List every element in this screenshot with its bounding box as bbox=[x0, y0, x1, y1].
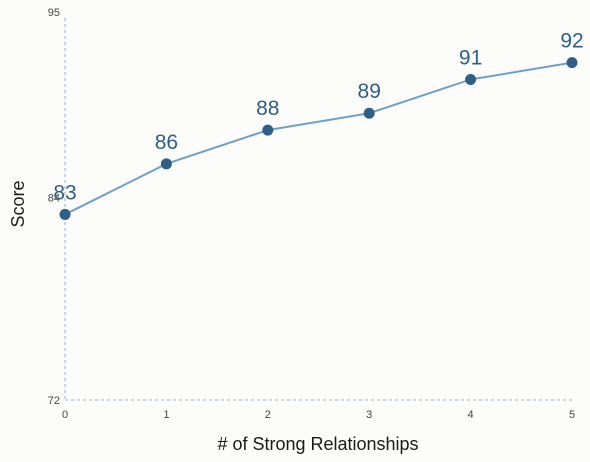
y-tick-label: 72 bbox=[48, 395, 60, 407]
data-label: 86 bbox=[155, 131, 178, 154]
data-label: 83 bbox=[53, 181, 76, 204]
x-tick-label: 4 bbox=[468, 409, 474, 421]
data-label: 88 bbox=[256, 97, 279, 120]
x-tick-label: 3 bbox=[366, 409, 372, 421]
data-label: 92 bbox=[560, 30, 583, 53]
data-point bbox=[363, 107, 375, 119]
data-labels: 83 86 88 89 91 92 bbox=[53, 30, 583, 205]
data-point bbox=[59, 208, 71, 220]
x-axis-title: # of Strong Relationships bbox=[217, 434, 418, 454]
series-points bbox=[59, 57, 578, 220]
data-point bbox=[566, 57, 578, 69]
x-tick-label: 2 bbox=[265, 409, 271, 421]
y-tick-label: 95 bbox=[48, 7, 60, 19]
series-lines bbox=[64, 61, 573, 216]
x-tick-label: 5 bbox=[569, 409, 575, 421]
y-tick-label: 84 bbox=[48, 193, 60, 205]
y-tick-labels: 95 84 72 bbox=[48, 7, 60, 407]
data-label: 91 bbox=[459, 46, 482, 69]
series-line bbox=[64, 61, 573, 216]
data-label: 89 bbox=[358, 80, 381, 103]
data-point bbox=[160, 158, 172, 170]
data-point bbox=[262, 124, 274, 136]
x-tick-label: 1 bbox=[163, 409, 169, 421]
data-point bbox=[465, 73, 477, 85]
x-tick-labels: 0 1 2 3 4 5 bbox=[62, 409, 575, 421]
y-axis-title: Score bbox=[8, 180, 28, 227]
x-tick-label: 0 bbox=[62, 409, 68, 421]
